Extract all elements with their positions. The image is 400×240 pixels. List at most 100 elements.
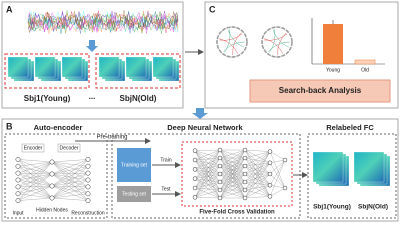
edge [51,159,89,199]
train-label: Train [160,157,171,163]
trace [27,11,179,34]
edge [51,179,89,199]
node [192,167,198,172]
edge [269,162,286,189]
edge [51,173,89,201]
group-label: SbjN(Old) [120,94,157,103]
edge [51,161,89,201]
signal-traces [27,10,179,34]
node [192,195,198,200]
edge [51,185,89,187]
panel-label: A [6,4,13,14]
section-title: Deep Neural Network [167,123,243,132]
edge [17,193,53,199]
decoder-label: Decoder [60,145,79,151]
edge [269,151,286,189]
edge [17,179,53,199]
autoencoder-net [15,156,91,204]
edge [269,187,286,197]
edge [17,159,53,187]
page: {"panel_a": {"label": "A", "groups": ["S… [0,0,400,223]
arrow [86,40,98,52]
edge [17,173,53,199]
edge [194,187,221,191]
edge [194,173,221,179]
edge [194,169,221,175]
node [15,184,21,190]
node [15,198,21,204]
edge [244,157,271,186]
edge [17,161,53,174]
link [219,33,243,41]
edge [194,181,221,198]
label-box [21,143,45,153]
edge [17,159,53,163]
link [264,33,288,41]
edge [194,159,221,191]
edge [244,151,271,175]
group-label: Sbj1(Young) [313,204,351,211]
edge [17,161,53,194]
edge [51,185,89,201]
edge [194,173,221,198]
edge [17,173,53,194]
edge [219,149,246,191]
edge [194,169,221,191]
edge [219,149,246,199]
group-label: SbjN(Old) [358,204,388,211]
section-title: Relabeled FC [326,123,374,132]
testing-set [117,186,151,202]
edge [194,181,221,189]
edge [194,157,221,189]
ring [261,26,293,58]
edge [194,149,221,189]
training-set-label: Training set [121,162,148,168]
node [15,156,21,162]
edge [51,173,89,187]
node [192,185,198,191]
edge [194,157,221,179]
edge [17,197,53,201]
node [242,179,248,185]
edge [51,161,89,174]
edge [194,150,221,199]
edge [194,157,221,198]
node [85,163,91,169]
node [267,149,273,154]
edge [269,159,286,175]
edge [17,173,53,181]
node [282,157,288,163]
edge [17,185,53,194]
edge [17,161,53,181]
edge [51,193,89,199]
fc-matrices [312,151,391,187]
edge [194,157,221,161]
analysis-box [249,79,391,103]
node [242,147,248,153]
edge [244,196,271,199]
edge [51,173,89,187]
edge [51,166,89,199]
node [242,195,248,201]
edge [194,150,221,191]
fc-matrix [34,56,56,78]
edge [17,173,53,175]
edge [17,166,53,187]
node [192,148,198,153]
edge [194,149,221,151]
edge [219,181,246,199]
node [15,177,21,183]
panel-label: B [6,121,13,131]
connectograms [216,26,293,58]
panel-b-frame [1,118,399,222]
section-title: Auto-encoder [34,123,83,132]
link [272,29,289,48]
edge [244,149,271,163]
edge [194,150,221,183]
node [217,187,223,193]
trace [27,11,179,33]
fc-matrix [98,56,120,78]
edge [244,151,271,159]
group-box [95,53,181,89]
node [15,170,21,176]
